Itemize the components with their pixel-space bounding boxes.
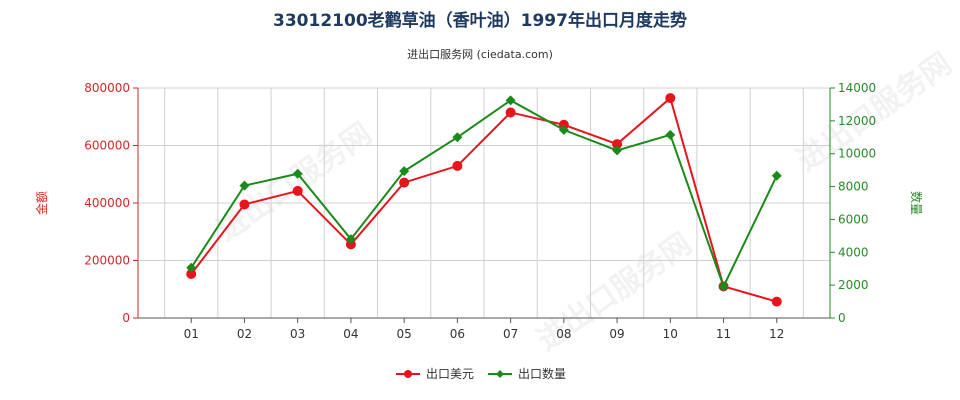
data-point xyxy=(345,239,356,250)
x-tick-label: 03 xyxy=(290,327,305,341)
watermark-text: 进出口服务网 xyxy=(211,116,379,248)
legend-label: 出口数量 xyxy=(518,366,566,381)
data-point xyxy=(771,170,782,181)
chart-title: 33012100老鹳草油（香叶油）1997年出口月度走势 xyxy=(273,10,687,31)
left-tick-label: 800000 xyxy=(84,81,130,95)
right-axis-label: 数量 xyxy=(909,191,924,215)
data-point xyxy=(186,262,197,273)
left-axis-label: 金额 xyxy=(34,191,49,215)
x-tick-label: 07 xyxy=(503,327,518,341)
x-tick-label: 08 xyxy=(556,327,571,341)
data-point xyxy=(345,234,356,245)
data-point xyxy=(452,132,463,143)
legend-item: 出口美元 xyxy=(396,367,474,381)
series-line xyxy=(190,96,778,303)
x-tick-label: 01 xyxy=(184,327,199,341)
right-tick-label: 8000 xyxy=(838,180,869,194)
right-axis-ticks: 0 2000 4000 6000 8000 10000 12000 14000 xyxy=(830,81,876,325)
legend: 出口美元 出口数量 xyxy=(396,366,566,381)
left-tick-label: 400000 xyxy=(84,196,130,210)
x-tick-label: 02 xyxy=(237,327,252,341)
data-point xyxy=(239,199,250,210)
data-point xyxy=(558,124,569,135)
left-axis-ticks: 0 200000 400000 600000 800000 xyxy=(84,81,138,325)
data-point xyxy=(505,107,516,118)
x-tick-label: 06 xyxy=(450,327,465,341)
data-point xyxy=(558,119,569,130)
legend-marker xyxy=(496,370,504,378)
x-tick-label: 11 xyxy=(716,327,731,341)
x-tick-label: 04 xyxy=(343,327,358,341)
right-tick-label: 0 xyxy=(838,311,846,325)
series-1 xyxy=(186,93,782,307)
right-tick-label: 14000 xyxy=(838,81,876,95)
data-point xyxy=(399,177,410,188)
left-tick-label: 200000 xyxy=(84,254,130,268)
series-line xyxy=(190,99,778,290)
series-2 xyxy=(186,95,782,292)
x-tick-label: 09 xyxy=(609,327,624,341)
data-point xyxy=(612,145,623,156)
right-tick-label: 10000 xyxy=(838,147,876,161)
data-point xyxy=(452,160,463,171)
data-point xyxy=(665,129,676,140)
series-layer xyxy=(186,93,782,307)
x-axis-ticks: 01 02 03 04 05 06 07 08 09 10 11 12 xyxy=(184,318,784,341)
data-point xyxy=(771,296,782,307)
right-tick-label: 6000 xyxy=(838,212,869,226)
right-tick-label: 2000 xyxy=(838,278,869,292)
left-tick-label: 600000 xyxy=(84,139,130,153)
data-point xyxy=(505,95,516,106)
legend-label: 出口美元 xyxy=(426,367,474,381)
x-tick-label: 12 xyxy=(769,327,784,341)
data-point xyxy=(292,168,303,179)
x-tick-label: 10 xyxy=(663,327,678,341)
right-tick-label: 12000 xyxy=(838,114,876,128)
x-tick-label: 05 xyxy=(397,327,412,341)
data-point xyxy=(399,166,410,177)
data-point xyxy=(186,269,197,280)
legend-marker xyxy=(404,370,412,378)
right-tick-label: 4000 xyxy=(838,245,869,259)
data-point xyxy=(612,139,623,150)
data-point xyxy=(292,185,303,196)
data-point xyxy=(665,93,676,104)
chart-subtitle: 进出口服务网 (ciedata.com) xyxy=(407,47,553,61)
left-tick-label: 0 xyxy=(122,311,130,325)
data-point xyxy=(718,281,729,292)
data-point xyxy=(239,180,250,191)
legend-item: 出口数量 xyxy=(488,366,566,381)
